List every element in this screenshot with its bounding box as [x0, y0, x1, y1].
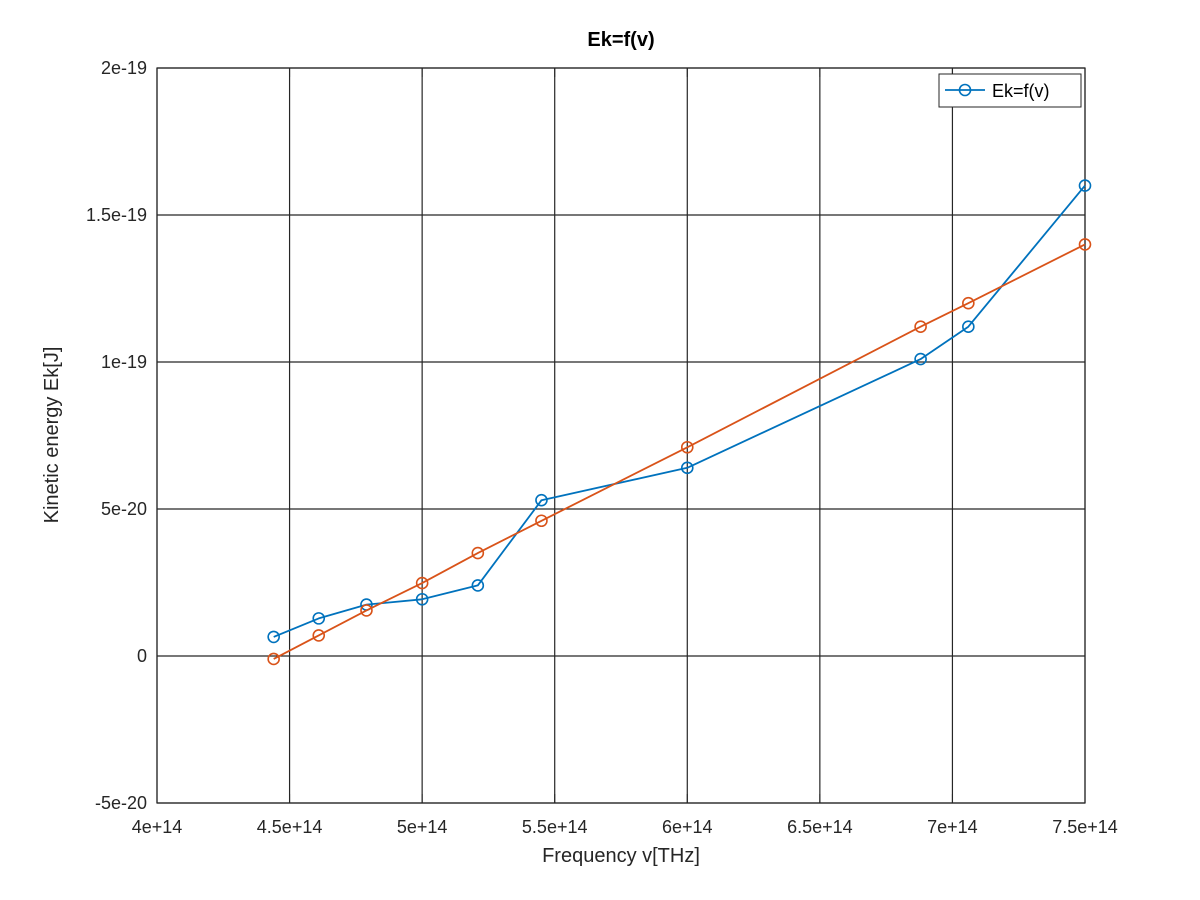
axis-ticks	[156, 67, 1086, 804]
series-2-point	[914, 320, 927, 334]
series-2-point	[1078, 238, 1092, 251]
series-1-point	[312, 612, 326, 625]
y-tick-label: 2e-19	[101, 58, 147, 78]
series-2-point	[962, 296, 975, 310]
series-2-point	[312, 629, 326, 642]
series-1-point	[962, 320, 975, 334]
y-tick-label: 0	[137, 646, 147, 666]
x-tick-label: 7.5e+14	[1052, 817, 1118, 837]
y-tick-label: -5e-20	[95, 793, 147, 813]
x-tick-label: 6.5e+14	[787, 817, 853, 837]
series-1-point	[1078, 179, 1092, 192]
x-tick-label: 7e+14	[927, 817, 978, 837]
plot-border	[156, 67, 1086, 804]
series-2-point	[267, 652, 280, 666]
series-2-point	[360, 604, 373, 617]
series-1-point	[914, 352, 927, 366]
series-2-point	[680, 440, 694, 454]
legend-marker-icon	[958, 83, 972, 97]
x-tick-label: 5.5e+14	[522, 817, 588, 837]
y-tick-label: 1e-19	[101, 352, 147, 372]
y-axis-label: Kinetic energy Ek[J]	[41, 347, 63, 524]
x-tick-labels: 4e+14 4.5e+14 5e+14 5.5e+14 6e+14 6.5e+14 7e+1…	[132, 817, 1118, 837]
x-tick-label: 6e+14	[662, 817, 713, 837]
x-tick-label: 4e+14	[132, 817, 183, 837]
series-2-point	[415, 576, 429, 590]
series-1-point	[415, 592, 429, 606]
x-tick-label: 5e+14	[397, 817, 448, 837]
chart-title: Ek=f(v)	[587, 29, 654, 51]
legend[interactable]: Ek=f(v)	[938, 73, 1082, 108]
y-tick-label: 1.5e-19	[86, 205, 147, 225]
series-group	[267, 179, 1092, 666]
plot-area	[157, 68, 1085, 803]
series-1-point	[680, 461, 694, 475]
series-1-point	[471, 579, 485, 592]
y-tick-labels: -5e-20 0 5e-20 1e-19 1.5e-19 2e-19	[86, 58, 147, 813]
y-tick-label: 5e-20	[101, 499, 147, 519]
series-1-point	[535, 493, 548, 507]
legend-entry-label: Ek=f(v)	[992, 81, 1050, 101]
series-2-point	[535, 514, 548, 528]
x-axis-label: Frequency v[THz]	[542, 845, 700, 867]
series-1-line	[273, 185, 1086, 638]
x-tick-label: 4.5e+14	[257, 817, 323, 837]
series-1-point	[267, 630, 280, 644]
series-2-point	[471, 546, 485, 560]
series-2-line	[273, 243, 1086, 660]
